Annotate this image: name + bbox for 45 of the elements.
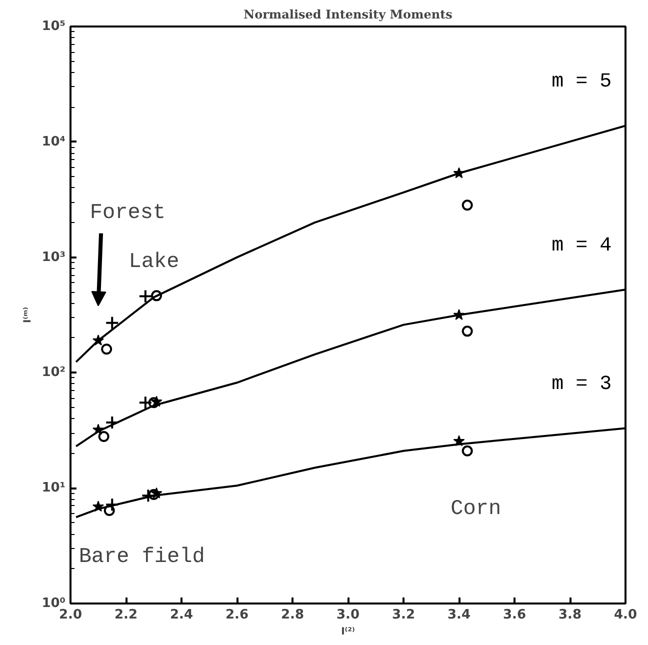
- y-axis-title: I⁽ᵐ⁾: [22, 306, 34, 324]
- series-label: m = 5: [552, 70, 612, 94]
- point: [92, 334, 104, 346]
- x-tick-label: 2.8: [280, 608, 304, 622]
- point: [138, 396, 152, 410]
- point: [141, 488, 156, 503]
- y-tick-label: 10³: [42, 250, 66, 265]
- point: [462, 445, 473, 456]
- point: [148, 489, 160, 500]
- x-tick-label: 3.0: [336, 608, 360, 622]
- x-tick-label: 2.2: [114, 608, 138, 622]
- point: [92, 424, 104, 435]
- point: [101, 344, 112, 355]
- x-tick-label: 2.4: [170, 608, 194, 622]
- x-tick-label: 3.8: [558, 608, 582, 622]
- y-tick-label: 10²: [42, 365, 66, 380]
- chart-title: Normalised Intensity Moments: [244, 8, 453, 22]
- x-tick-label: 2.6: [225, 608, 249, 622]
- series-label: m = 3: [552, 373, 612, 396]
- y-tick-label: 10⁵: [42, 19, 66, 34]
- y-tick-label: 10¹: [42, 480, 66, 496]
- point: [453, 309, 465, 320]
- point: [105, 416, 120, 430]
- x-tick-label: 3.2: [392, 608, 416, 622]
- annotation: Bare field: [78, 546, 205, 569]
- series-label: m = 4: [552, 234, 612, 258]
- annotation: Forest: [90, 202, 166, 226]
- point: [462, 326, 473, 337]
- y-tick-label: 10⁴: [42, 134, 66, 150]
- point: [105, 316, 120, 330]
- x-tick-label: 3.4: [447, 608, 471, 622]
- point: [98, 431, 110, 442]
- point: [138, 289, 152, 304]
- annotation: Lake: [128, 250, 180, 274]
- point: [105, 498, 120, 512]
- point: [462, 200, 473, 211]
- x-axis-title: I⁽²⁾: [341, 626, 356, 638]
- point: [148, 397, 160, 408]
- point: [92, 500, 104, 512]
- annotation: Corn: [450, 498, 502, 521]
- point: [151, 290, 162, 302]
- x-tick-label: 2.0: [58, 608, 82, 622]
- x-tick-label: 4.0: [614, 608, 638, 622]
- x-tick-label: 3.6: [502, 608, 526, 622]
- point: [453, 435, 465, 446]
